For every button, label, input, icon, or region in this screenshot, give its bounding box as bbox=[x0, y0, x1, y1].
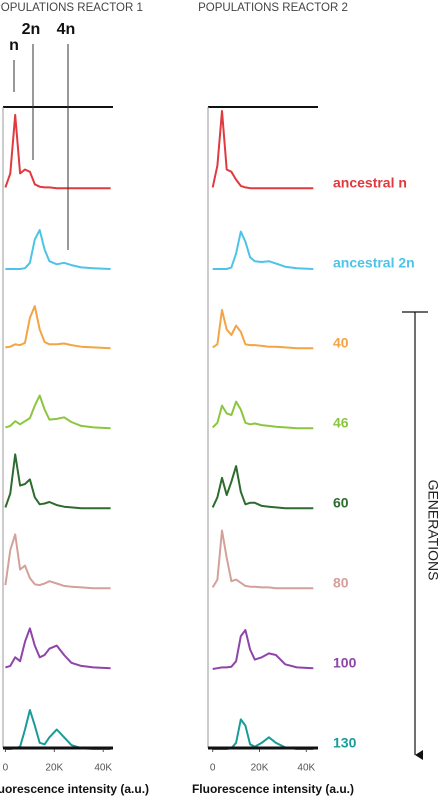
generations-label: GENERATIONS bbox=[425, 480, 441, 581]
histogram-line bbox=[5, 627, 111, 670]
series-label: 60 bbox=[333, 495, 349, 511]
x-tick-label: 20K bbox=[251, 763, 269, 774]
histogram-line bbox=[211, 110, 314, 190]
series-label: 80 bbox=[333, 575, 349, 591]
histogram-line bbox=[212, 400, 314, 430]
ploidy-label: n bbox=[9, 37, 19, 54]
histogram-line bbox=[5, 394, 111, 430]
chart-title: POPULATIONS REACTOR 1 bbox=[0, 2, 143, 14]
series-label: 130 bbox=[333, 735, 357, 751]
histogram-line bbox=[212, 309, 314, 350]
series-label: 40 bbox=[333, 335, 349, 351]
series-label: 46 bbox=[333, 415, 349, 431]
histogram-line bbox=[4, 453, 111, 510]
x-tick-label: 40K bbox=[297, 763, 315, 774]
histogram-line bbox=[5, 709, 111, 750]
histogram-line bbox=[5, 229, 111, 270]
x-tick-label: 0 bbox=[3, 763, 9, 774]
histogram-line bbox=[211, 529, 314, 590]
x-axis-label: Fluorescence intensity (a.u.) bbox=[192, 782, 354, 796]
ploidy-label: 4n bbox=[57, 21, 76, 38]
histogram-line bbox=[4, 533, 111, 590]
x-tick-label: 20K bbox=[45, 763, 63, 774]
histogram-line bbox=[4, 113, 111, 190]
histogram-line bbox=[5, 305, 111, 350]
histogram-line bbox=[212, 718, 314, 750]
ploidy-label: 2n bbox=[22, 21, 41, 38]
x-tick-label: 40K bbox=[94, 763, 112, 774]
series-label: 100 bbox=[333, 655, 357, 671]
histogram-line bbox=[212, 230, 314, 270]
histogram-line bbox=[211, 465, 314, 510]
x-axis-label: Fluorescence intensity (a.u.) bbox=[0, 782, 149, 796]
series-label: ancestral 2n bbox=[333, 255, 415, 271]
chart-title: POPULATIONS REACTOR 2 bbox=[198, 2, 348, 14]
series-label: ancestral n bbox=[333, 175, 407, 191]
x-tick-label: 0 bbox=[210, 763, 216, 774]
histogram-line bbox=[212, 629, 314, 670]
